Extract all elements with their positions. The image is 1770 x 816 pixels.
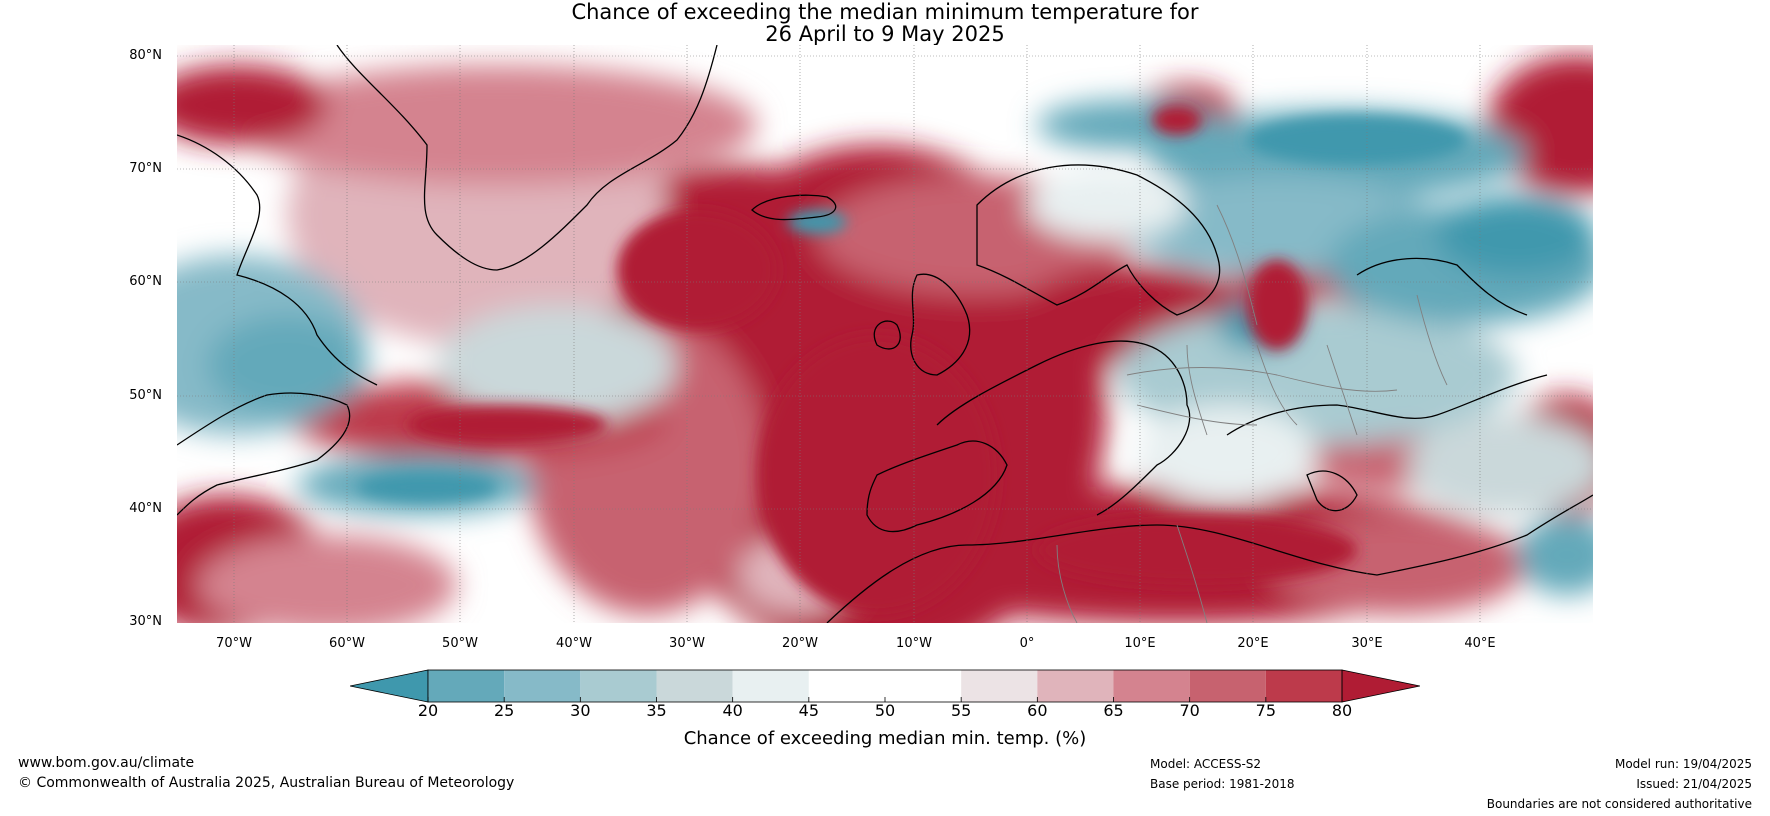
coastlines [177, 45, 1593, 623]
lon-label-20w: 20°W [782, 636, 818, 651]
lat-label-30n: 30°N [129, 614, 162, 629]
colorbar [350, 669, 1420, 703]
colorbar-tick-80: 80 [1331, 701, 1353, 720]
footer-website: www.bom.gov.au/climate [18, 755, 195, 771]
colorbar-tick-30: 30 [570, 701, 591, 720]
lat-label-70n: 70°N [129, 161, 162, 176]
colorbar-tick-35: 35 [646, 701, 667, 720]
colorbar-segment [1265, 670, 1342, 702]
probability-field-detail [357, 105, 1467, 615]
probability-map [177, 45, 1593, 623]
colorbar-tick-70: 70 [1179, 701, 1200, 720]
colorbar-segment [961, 670, 1038, 702]
colorbar-tick-65: 65 [1103, 701, 1124, 720]
colorbar-segment [1189, 670, 1266, 702]
colorbar-segment [732, 670, 809, 702]
colorbar-tick-50: 50 [874, 701, 896, 720]
colorbar-segment [504, 670, 581, 702]
colorbar-tick-25: 25 [493, 701, 515, 720]
country-borders [1056, 204, 1448, 623]
chart-subtitle-dates: 26 April to 9 May 2025 [765, 22, 1005, 46]
colorbar-tick-60: 60 [1027, 701, 1048, 720]
lat-label-60n: 60°N [129, 274, 162, 289]
colorbar-tick-40: 40 [722, 701, 743, 720]
footer-model-run: Model run: 19/04/2025 [1614, 757, 1752, 771]
colorbar-segment [808, 670, 885, 702]
colorbar-arrow-low [350, 669, 429, 703]
footer-model: Model: ACCESS-S2 [1150, 757, 1262, 771]
colorbar-arrow-high [1341, 669, 1420, 703]
lon-label-50w: 50°W [442, 636, 478, 651]
colorbar-tick-45: 45 [798, 701, 819, 720]
colorbar-segment [656, 670, 733, 702]
footer-copyright: © Commonwealth of Australia 2025, Austra… [18, 775, 515, 791]
footer-disclaimer: Boundaries are not considered authoritat… [1486, 797, 1752, 811]
lon-label-30e: 30°E [1351, 636, 1383, 651]
lat-label-40n: 40°N [129, 501, 162, 516]
lon-label-40e: 40°E [1464, 636, 1496, 651]
colorbar-segment [1113, 670, 1190, 702]
lon-label-70w: 70°W [216, 636, 252, 651]
lon-label-40w: 40°W [556, 636, 592, 651]
colorbar-tick-55: 55 [950, 701, 972, 720]
map-gridlines [177, 45, 1593, 623]
lon-label-0: 0° [1019, 636, 1035, 651]
colorbar-segment [580, 670, 657, 702]
lat-label-50n: 50°N [129, 388, 162, 403]
lon-label-60w: 60°W [329, 636, 365, 651]
lon-label-10w: 10°W [896, 636, 932, 651]
lon-label-10e: 10°E [1124, 636, 1156, 651]
lon-label-20e: 20°E [1237, 636, 1269, 651]
colorbar-tick-20: 20 [417, 701, 439, 720]
chart-title: Chance of exceeding the median minimum t… [571, 0, 1199, 24]
colorbar-segment [885, 670, 962, 702]
footer-base-period: Base period: 1981-2018 [1150, 777, 1295, 791]
colorbar-segment [1037, 670, 1114, 702]
colorbar-tick-75: 75 [1255, 701, 1276, 720]
lat-label-80n: 80°N [129, 48, 162, 63]
colorbar-segment [428, 670, 505, 702]
colorbar-label: Chance of exceeding median min. temp. (%… [683, 728, 1087, 749]
lon-label-30w: 30°W [669, 636, 705, 651]
footer-issued: Issued: 21/04/2025 [1636, 777, 1752, 791]
